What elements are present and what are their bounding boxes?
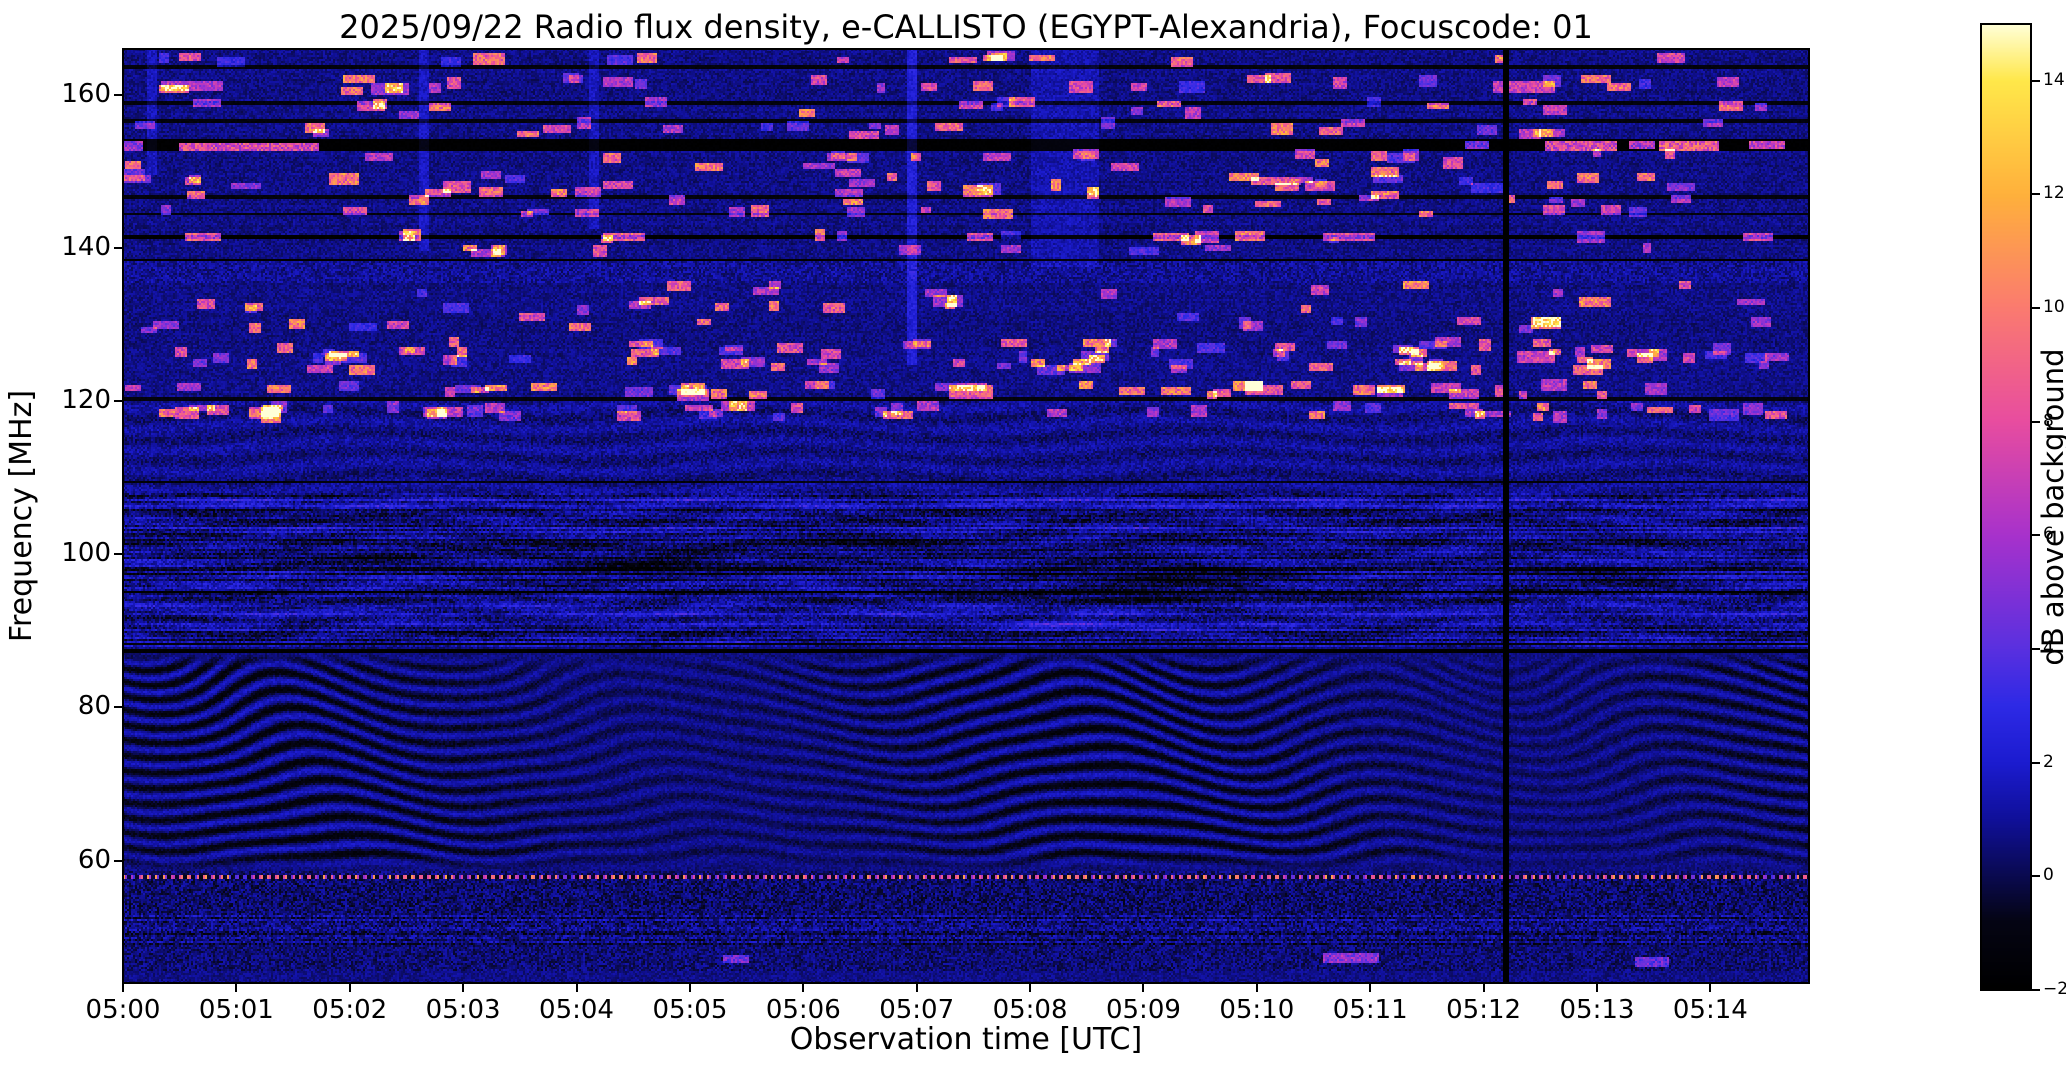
x-tick-label: 05:09: [1105, 995, 1181, 1025]
x-tick-mark: [915, 983, 918, 992]
y-tick-mark: [114, 553, 123, 556]
x-tick-mark: [1709, 983, 1712, 992]
y-axis-label: Frequency [MHz]: [4, 389, 39, 643]
y-tick-label: 100: [61, 538, 111, 569]
x-tick-label: 05:13: [1559, 995, 1635, 1025]
x-tick-mark: [235, 983, 238, 992]
colorbar-tick-label: 8: [2043, 410, 2054, 431]
colorbar-tick-mark: [2032, 989, 2040, 991]
colorbar-tick-mark: [2032, 534, 2040, 537]
x-tick-mark: [122, 983, 124, 992]
x-tick-mark: [1482, 983, 1485, 992]
y-tick-label: 60: [77, 844, 111, 875]
y-tick-mark: [114, 706, 123, 709]
x-tick-mark: [802, 983, 805, 992]
colorbar-tick-mark: [2032, 193, 2040, 196]
colorbar-tick-label: 10: [2043, 297, 2065, 318]
colorbar-tick-mark: [2032, 875, 2040, 878]
colorbar-tick-mark: [2032, 420, 2040, 423]
colorbar-tick-mark: [2032, 648, 2040, 651]
x-tick-label: 05:10: [1219, 995, 1295, 1025]
x-tick-mark: [688, 983, 691, 992]
colorbar-tick-label: 0: [2043, 865, 2054, 886]
x-tick-label: 05:00: [85, 995, 161, 1025]
x-tick-mark: [1595, 983, 1598, 992]
y-tick-label: 120: [61, 385, 111, 416]
x-tick-label: 05:14: [1672, 995, 1748, 1025]
y-tick-mark: [114, 859, 123, 862]
colorbar-tick-label: 2: [2043, 751, 2054, 772]
colorbar-tick-label: 4: [2043, 638, 2054, 659]
x-tick-mark: [1029, 983, 1032, 992]
colorbar-tick-label: 14: [2043, 69, 2065, 90]
colorbar-canvas: [1981, 24, 2031, 990]
colorbar-tick-mark: [2032, 761, 2040, 764]
y-tick-mark: [114, 400, 123, 403]
x-tick-label: 05:05: [652, 995, 728, 1025]
spectrogram-canvas: [123, 49, 1809, 983]
x-tick-mark: [1369, 983, 1372, 992]
x-tick-label: 05:12: [1446, 995, 1522, 1025]
x-tick-mark: [1142, 983, 1145, 992]
x-tick-label: 05:11: [1332, 995, 1408, 1025]
x-tick-mark: [462, 983, 465, 992]
x-tick-label: 05:04: [539, 995, 614, 1025]
x-tick-label: 05:06: [765, 995, 841, 1025]
y-tick-label: 80: [77, 691, 111, 722]
colorbar-tick-label: −2: [2043, 979, 2066, 999]
x-tick-label: 05:07: [879, 995, 955, 1025]
colorbar-tick-mark: [2032, 307, 2040, 310]
x-tick-label: 05:08: [992, 995, 1068, 1025]
colorbar-tick-label: 6: [2043, 524, 2054, 545]
x-tick-mark: [348, 983, 351, 992]
colorbar-tick-mark: [2032, 79, 2040, 82]
y-tick-mark: [114, 93, 123, 96]
y-tick-mark: [114, 247, 123, 250]
x-tick-label: 05:03: [425, 995, 501, 1025]
x-tick-mark: [1255, 983, 1258, 992]
colorbar-tick-label: 12: [2043, 183, 2065, 204]
y-tick-label: 140: [61, 232, 111, 263]
x-tick-label: 05:01: [198, 995, 274, 1025]
x-tick-label: 05:02: [312, 995, 388, 1025]
x-axis-label: Observation time [UTC]: [789, 1022, 1143, 1057]
chart-title: 2025/09/22 Radio flux density, e-CALLIST…: [339, 8, 1593, 46]
y-tick-label: 160: [61, 78, 111, 109]
x-tick-mark: [575, 983, 578, 992]
